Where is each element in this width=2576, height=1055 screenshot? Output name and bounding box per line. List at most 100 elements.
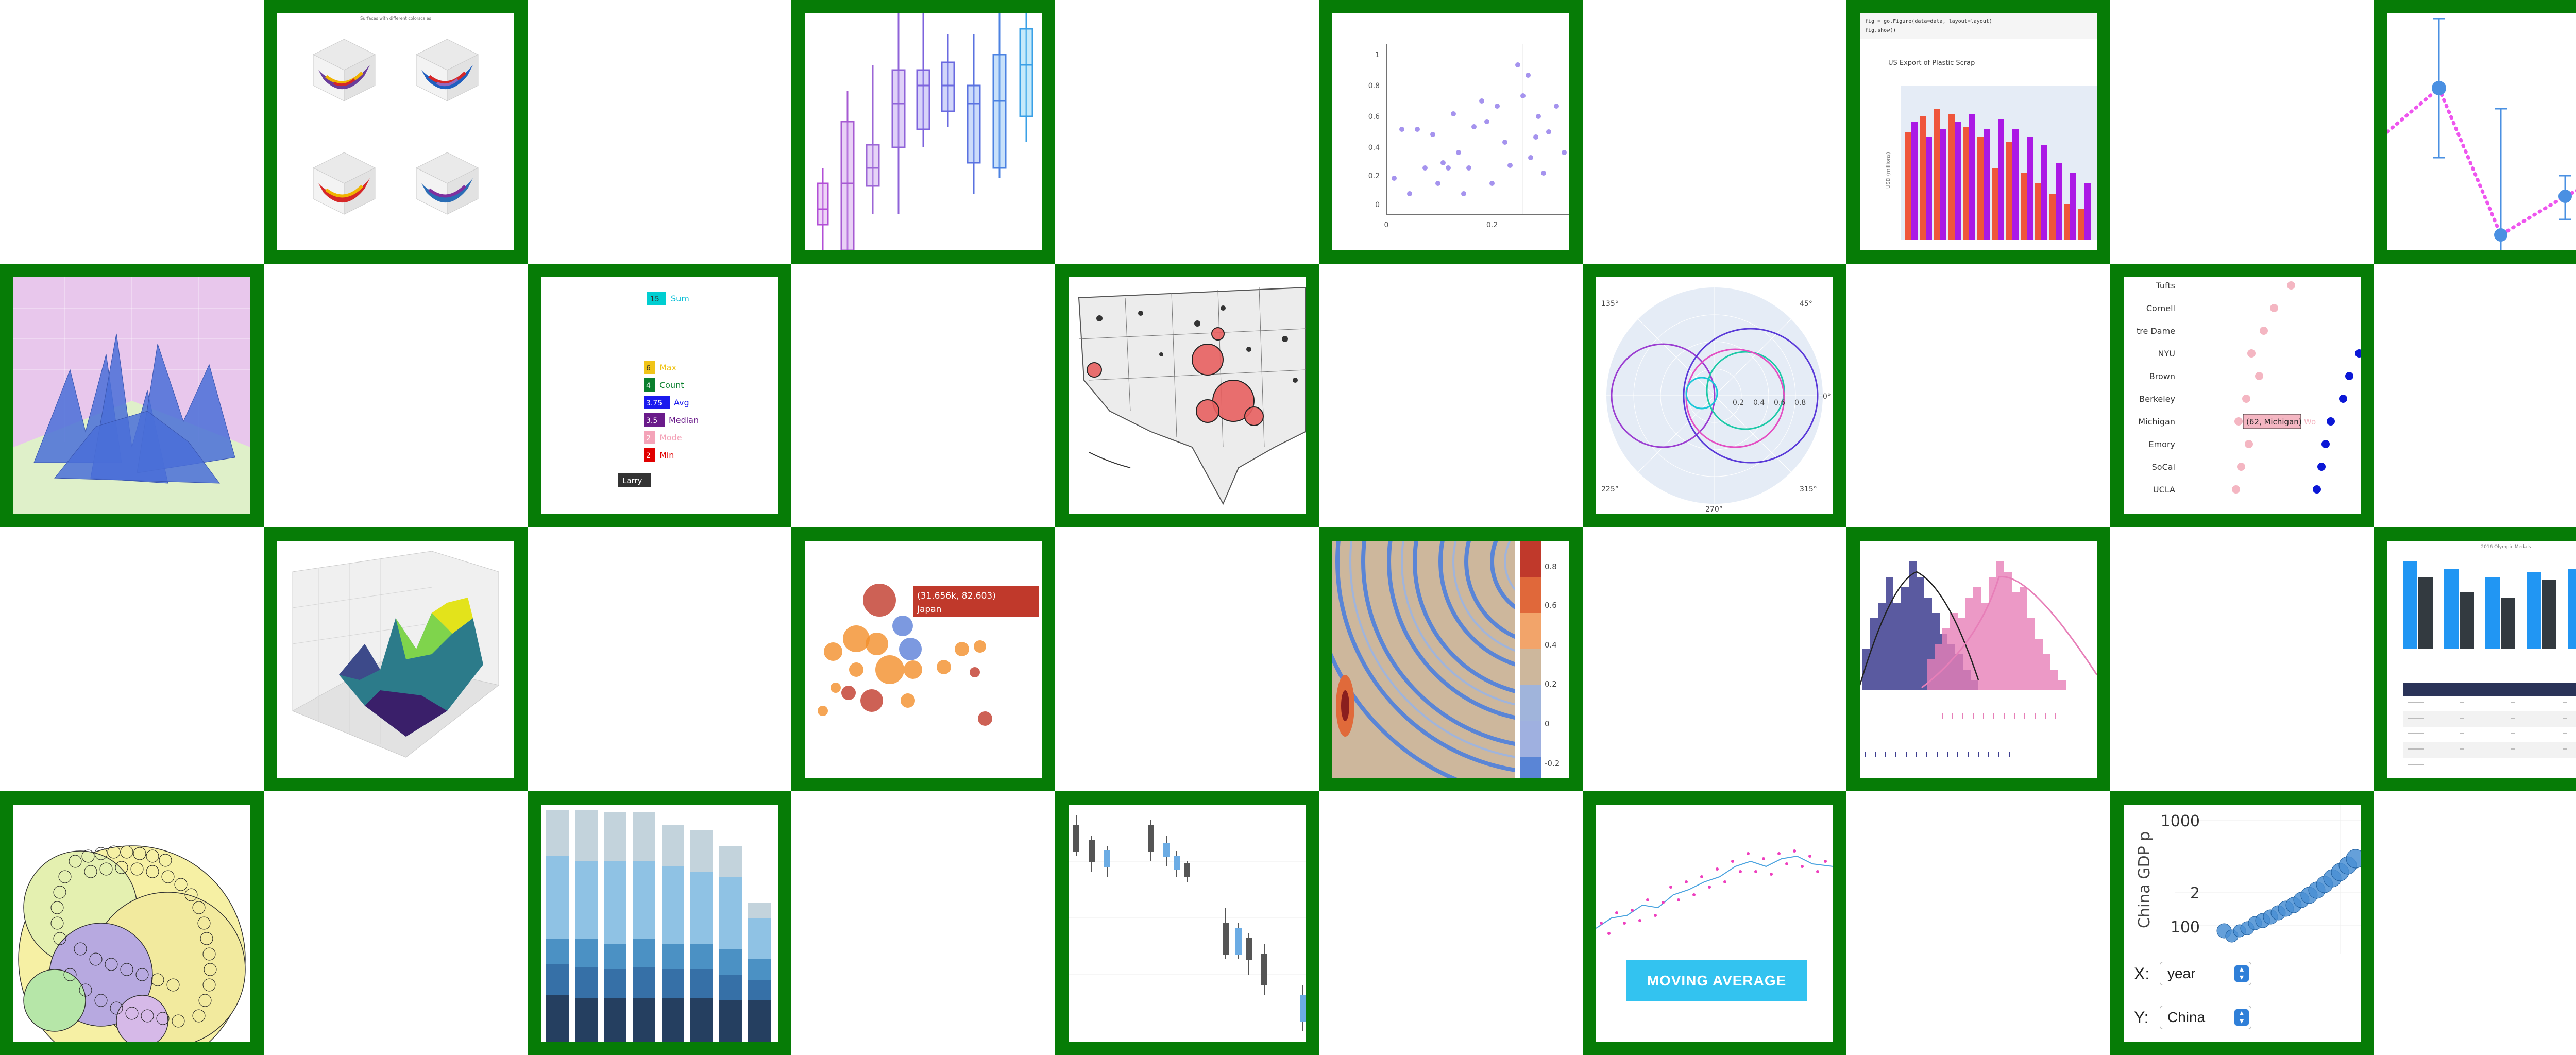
tile-moving-average[interactable]: MOVING AVERAGE [1583,791,1846,1055]
colorbar-tick-0.8: 0.8 [1545,562,1557,571]
rug-pink [1942,713,2056,719]
bubbles [818,584,992,726]
gdp-y-label: China GDP p [2136,831,2154,928]
box-plots-chart [817,13,1033,250]
svg-text:Min: Min [659,450,674,460]
tile-bubble-map[interactable] [1055,264,1319,528]
agg-row-min: 2 Min [644,448,674,462]
stacked-bar-chart [546,810,771,1042]
bubble-tooltip-line2: Japan [917,604,941,615]
y-dropdown[interactable]: China ▴ ▾ [2160,1006,2251,1029]
box-2 [840,91,855,250]
colorbar-tick-neg0.2: -0.2 [1545,759,1560,768]
y-tick-0.8: 0.8 [1368,82,1380,90]
svg-text:Max: Max [659,363,676,372]
gdp-y-tick-2: 2 [2190,884,2200,903]
svg-text:Median: Median [669,415,699,425]
x-tick-0: 0 [1384,221,1389,229]
tile-bar-table[interactable]: 2016 Olympic Medals [2374,528,2576,791]
school-label-tufts: Tufts [2156,281,2175,291]
tile-bar-chart-notebook[interactable]: fig = go.Figure(data=data, layout=layout… [1846,0,2110,264]
tile-scatter-points[interactable]: 1 0.8 0.6 0.4 0.2 0 0 0.2 [1319,0,1583,264]
box-8 [992,13,1007,178]
sphere-scatter-chart [18,845,246,1042]
tile-surface-3d-purple[interactable] [0,264,264,528]
y-tick-0: 0 [1375,201,1380,209]
bar-table-chart: 2016 Olympic Medals [2403,544,2576,773]
notebook-bar-chart: fig = go.Figure(data=data, layout=layout… [1860,13,2097,240]
radius-0.2: 0.2 [1733,399,1744,407]
dot-plot-chart: Tufts Cornell tre Dame NYU Brown Berkele… [2137,281,2361,495]
y-select-label: Y: [2134,1008,2149,1027]
bars [1905,109,2091,240]
bubble-map-chart [1069,277,1306,514]
box-9 [1019,13,1033,142]
tile-aggregations[interactable]: 15 Sum 6 Max 4 Count 3.75 Avg 3.5 Median… [528,264,791,528]
box-1 [817,168,829,250]
code-line-1: fig = go.Figure(data=data, layout=layout… [1865,19,1992,24]
moving-average-chart [1596,849,1833,935]
x-tick-0.2: 0.2 [1486,221,1498,229]
tile-candlestick[interactable] [1055,791,1319,1055]
box-3 [866,65,880,214]
us-map [1078,286,1306,505]
tile-sphere-scatter[interactable] [0,791,264,1055]
tile-box-plots[interactable] [791,0,1055,264]
tile-contour-plot[interactable]: 0.8 0.6 0.4 0.2 0 -0.2 [1319,528,1583,791]
x-dropdown[interactable]: year ▴ ▾ [2160,962,2251,985]
svg-text:4: 4 [646,382,651,390]
radius-0.4: 0.4 [1753,399,1765,407]
angle-225: 225° [1601,485,1619,494]
surface-subplots-title: Surfaces with different colorscales [360,16,431,21]
histogram-pink [1927,561,2066,690]
moving-average-button[interactable]: MOVING AVERAGE [1626,960,1807,1001]
angle-315: 315° [1800,485,1817,494]
school-label-brown: Brown [2149,371,2175,381]
y-tick-0.4: 0.4 [1368,144,1380,152]
x-dropdown-value: year [2167,965,2196,981]
gdp-y-tick-1000: 1000 [2161,812,2200,830]
bar-table-title: 2016 Olympic Medals [2481,544,2531,550]
school-label-cornell: Cornell [2146,303,2175,313]
bubble-tooltip [913,586,1039,617]
code-line-2: fig.show() [1865,28,1896,33]
polar-traces [1611,328,1819,464]
rug-navy [1865,752,2010,757]
svg-text:3.75: 3.75 [646,399,662,407]
svg-text:Count: Count [659,380,684,390]
svg-text:6: 6 [646,364,651,372]
box-6 [941,34,955,127]
moving-average-line [1596,855,1833,929]
tile-surface-3d-viridis[interactable] [264,528,528,791]
colorbar-tick-0.4: 0.4 [1545,640,1557,650]
colorbar-tick-0: 0 [1545,719,1550,728]
tile-polar-circles[interactable]: 135° 45° 0° 225° 315° 270° 0.2 0.4 0.6 0… [1583,264,1846,528]
scatter-chart: 1 0.8 0.6 0.4 0.2 0 0 0.2 [1368,44,1569,229]
tile-bubble-chart[interactable]: (31.656k, 82.603) Japan [791,528,1055,791]
tile-dot-plot[interactable]: Tufts Cornell tre Dame NYU Brown Berkele… [2110,264,2374,528]
tile-surface-subplots[interactable]: Surfaces with different colorscales [264,0,528,264]
dotted-line [2387,85,2576,238]
tile-stacked-bar[interactable] [528,791,791,1055]
name-tag [618,473,651,487]
map-bubbles [1096,305,1298,383]
contour-chart: 0.8 0.6 0.4 0.2 0 -0.2 [1332,541,1569,778]
school-label-ucla: UCLA [2153,485,2175,495]
viridis-surface [339,598,483,737]
women-dots [2232,281,2295,494]
radius-0.6: 0.6 [1774,399,1785,407]
y-axis-label: USD (millions) [1886,152,1891,189]
y-dropdown-chevron-icon: ▴ ▾ [2234,1009,2249,1026]
agg-row-mode: 2 Mode [644,431,682,444]
svg-text:Sum: Sum [671,294,689,303]
gdp-y-tick-100: 100 [2171,918,2200,937]
school-label-nyu: NYU [2158,349,2175,359]
tile-gdp-dropdown[interactable]: China GDP p 1000 2 100 X: year ▴ ▾ Y: Chi… [2110,791,2374,1055]
viridis-surface-chart [292,551,500,758]
colorbar [1520,541,1541,778]
tile-distribution-plot[interactable] [1846,528,2110,791]
agg-row-sum: 15 Sum [647,292,689,305]
tile-error-bars[interactable] [2374,0,2576,264]
stacked-bars [546,810,771,1042]
dot-tooltip-trail: Wo [2304,417,2316,427]
